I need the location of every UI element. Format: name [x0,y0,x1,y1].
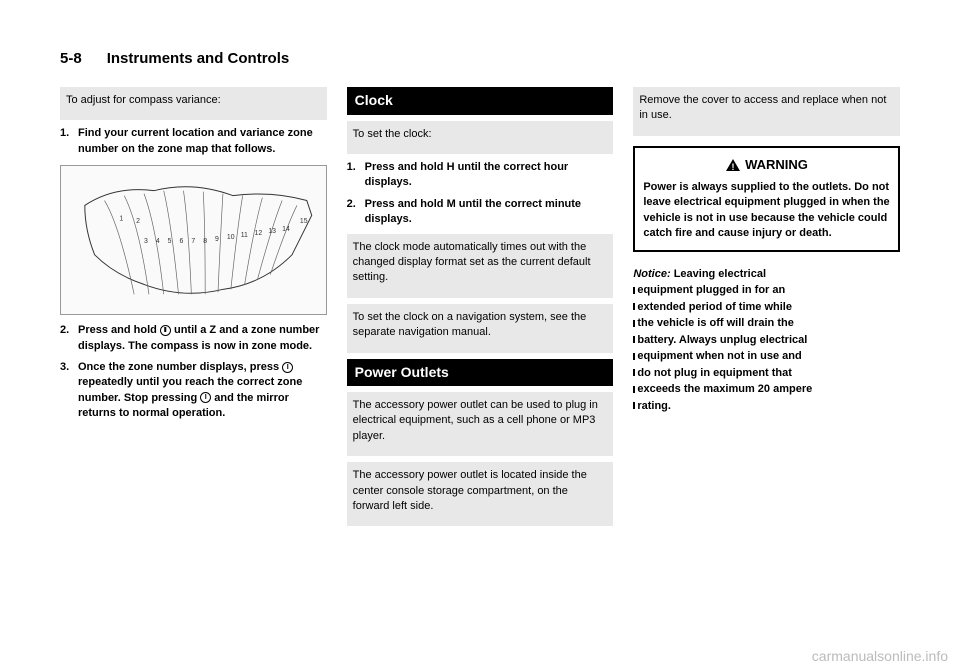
content-columns: To adjust for compass variance: 1. Find … [60,87,900,642]
change-bar-icon [633,287,635,294]
notice-line-2: extended period of time while [637,301,792,313]
compass-button-icon [160,325,171,336]
power-outlets-heading: Power Outlets [347,359,614,387]
compass-intro: To adjust for compass variance: [66,93,321,108]
svg-text:13: 13 [268,228,276,235]
notice-line-3: the vehicle is off will drain the [637,317,793,329]
svg-text:6: 6 [180,238,184,245]
step-2-text: Press and hold until a Z and a zone numb… [78,323,327,354]
svg-text:15: 15 [300,218,308,225]
step-3: 3. Once the zone number displays, press … [60,360,327,422]
column-1: To adjust for compass variance: 1. Find … [60,87,327,642]
cover-text: Remove the cover to access and replace w… [639,93,894,124]
page-container: 5-8 Instruments and Controls To adjust f… [0,0,960,672]
power-intro-box: The accessory power outlet can be used t… [347,392,614,456]
compass-intro-box: To adjust for compass variance: [60,87,327,120]
svg-text:8: 8 [203,238,207,245]
clock-nav-box: To set the clock on a navigation system,… [347,304,614,353]
warning-header: ! WARNING [643,156,890,174]
power-location-text: The accessory power outlet is located in… [353,468,608,514]
change-bar-icon [633,336,635,343]
svg-text:10: 10 [227,234,235,241]
clock-step-1-num: 1. [347,160,365,191]
change-bar-icon [633,386,635,393]
svg-text:2: 2 [136,218,140,225]
step-2-num: 2. [60,323,78,354]
notice-line-5: equipment when not in use and [637,350,801,362]
clock-step-2: 2. Press and hold M until the correct mi… [347,197,614,228]
svg-text:14: 14 [282,226,290,233]
page-header: 5-8 Instruments and Controls [60,50,900,67]
clock-auto-box: The clock mode automatically times out w… [347,234,614,298]
svg-text:5: 5 [168,238,172,245]
compass-button-icon [282,362,293,373]
notice-label: Notice: [633,268,670,280]
notice-line-6: do not plug in equipment that [637,367,792,379]
step-2-pre: Press and hold [78,324,160,336]
clock-intro: To set the clock: [353,127,608,142]
notice-line-4: battery. Always unplug electrical [637,334,807,346]
map-svg: 1 2 3 4 5 6 7 8 9 10 11 12 13 14 15 [61,166,326,314]
step-1-num: 1. [60,126,78,157]
clock-nav-text: To set the clock on a navigation system,… [353,310,608,341]
step-1-text: Find your current location and variance … [78,126,327,157]
change-bar-icon [633,320,635,327]
step-1: 1. Find your current location and varian… [60,126,327,157]
warning-triangle-icon: ! [725,158,741,172]
clock-intro-box: To set the clock: [347,121,614,154]
svg-text:3: 3 [144,238,148,245]
notice-line-8: rating. [637,400,671,412]
step-3-text: Once the zone number displays, press rep… [78,360,327,422]
page-number: 5-8 [60,50,82,67]
variance-zone-map: 1 2 3 4 5 6 7 8 9 10 11 12 13 14 15 [60,165,327,315]
change-bar-icon [633,402,635,409]
power-intro-text: The accessory power outlet can be used t… [353,398,608,444]
column-2: Clock To set the clock: 1. Press and hol… [347,87,614,642]
notice-line-7: exceeds the maximum 20 ampere [637,383,812,395]
clock-step-1: 1. Press and hold H until the correct ho… [347,160,614,191]
svg-text:7: 7 [191,238,195,245]
change-bar-icon [633,369,635,376]
column-3: Remove the cover to access and replace w… [633,87,900,642]
warning-label: WARNING [745,157,808,172]
change-bar-icon [633,353,635,360]
notice-line-0: Leaving electrical [674,268,766,280]
step-3-pre: Once the zone number displays, press [78,361,282,373]
notice-block: Notice: Leaving electrical equipment plu… [633,266,900,415]
step-3-num: 3. [60,360,78,422]
warning-box: ! WARNING Power is always supplied to th… [633,146,900,252]
watermark: carmanualsonline.info [812,648,948,664]
clock-step-2-num: 2. [347,197,365,228]
compass-button-icon [200,392,211,403]
svg-text:1: 1 [119,215,123,222]
svg-text:9: 9 [215,236,219,243]
clock-heading: Clock [347,87,614,115]
clock-step-1-text: Press and hold H until the correct hour … [365,160,614,191]
power-location-box: The accessory power outlet is located in… [347,462,614,526]
section-title: Instruments and Controls [107,50,290,67]
svg-text:!: ! [732,162,735,172]
step-2: 2. Press and hold until a Z and a zone n… [60,323,327,354]
change-bar-icon [633,303,635,310]
clock-auto-text: The clock mode automatically times out w… [353,240,608,286]
svg-text:11: 11 [241,232,248,239]
svg-text:4: 4 [156,238,160,245]
warning-body: Power is always supplied to the outlets.… [643,180,890,242]
clock-step-2-text: Press and hold M until the correct minut… [365,197,614,228]
notice-line-1: equipment plugged in for an [637,284,785,296]
cover-text-box: Remove the cover to access and replace w… [633,87,900,136]
svg-text:12: 12 [255,230,263,237]
